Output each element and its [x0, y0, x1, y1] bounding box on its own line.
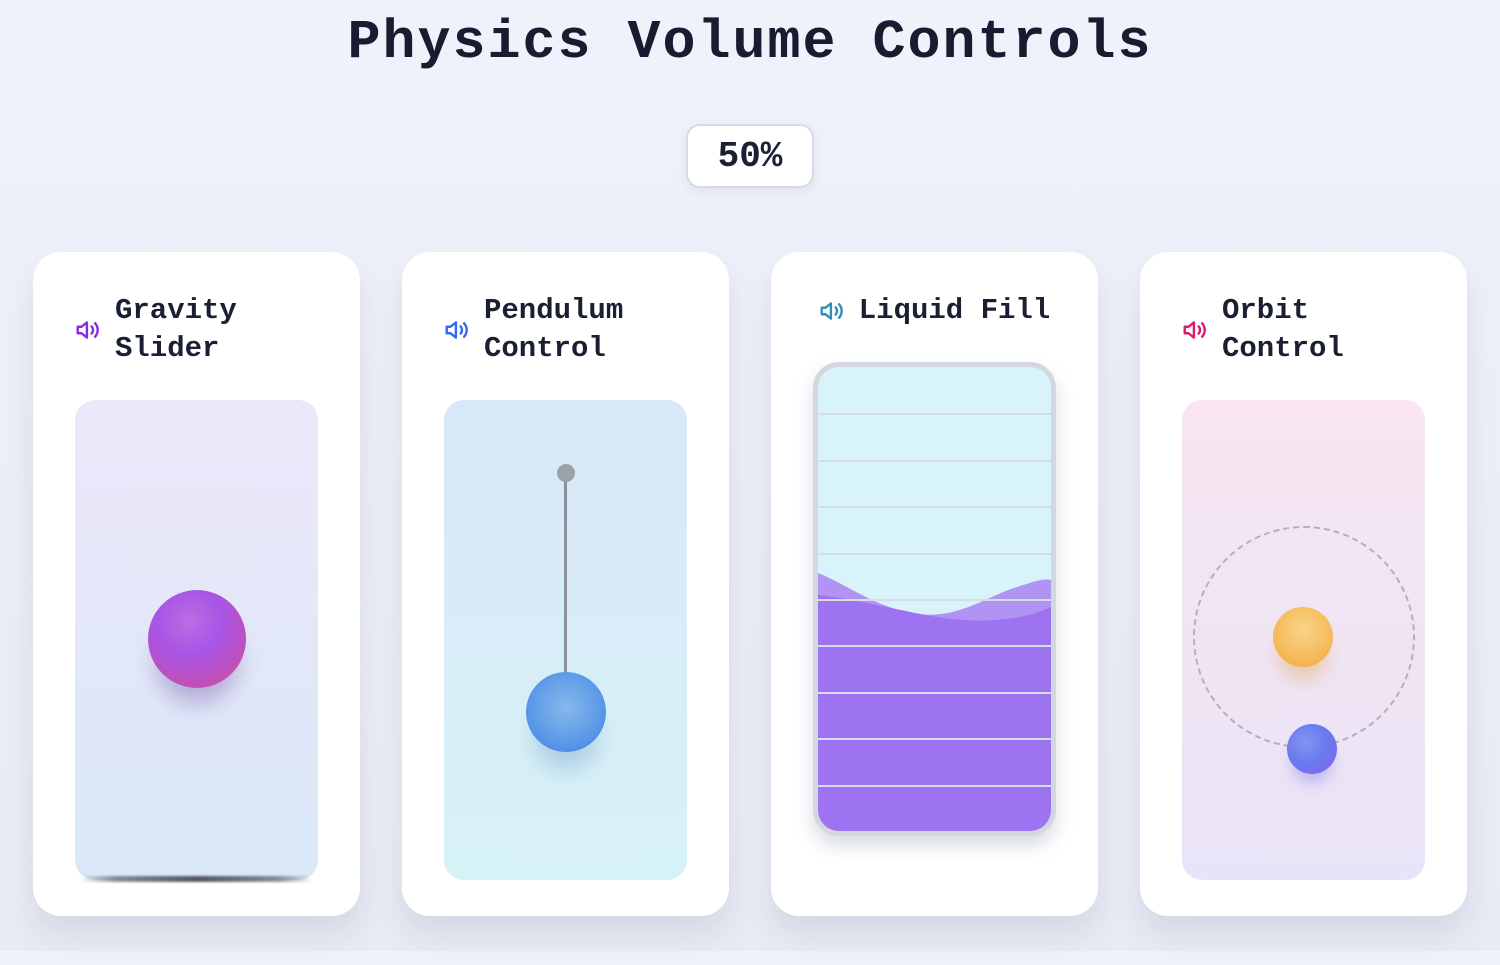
card-title: Pendulum Control — [484, 294, 624, 365]
page-title: Physics Volume Controls — [347, 11, 1153, 74]
tank-gridline — [818, 506, 1051, 509]
tank-gridline — [818, 599, 1051, 601]
card-header: Gravity Slider — [75, 292, 318, 368]
card-title: Orbit Control — [1222, 294, 1344, 365]
gravity-floor-shadow — [80, 876, 313, 882]
liquid-tank[interactable] — [813, 362, 1056, 836]
card-title: Liquid Fill — [858, 294, 1051, 327]
card-pendulum-control: Pendulum Control — [402, 252, 729, 916]
card-orbit-control: Orbit Control — [1140, 252, 1467, 916]
speaker-volume-icon — [1182, 317, 1208, 343]
speaker-volume-icon — [75, 317, 101, 343]
orbit-area[interactable] — [1182, 400, 1425, 880]
card-liquid-fill: Liquid Fill — [771, 252, 1098, 916]
tank-gridline — [818, 784, 1051, 787]
pendulum-ball-handle[interactable] — [525, 672, 606, 752]
gravity-ball-handle[interactable] — [147, 590, 246, 688]
controls-row: Gravity Slider Pendulum Control — [33, 252, 1467, 916]
volume-readout: 50% — [686, 124, 814, 188]
liquid-waves — [818, 573, 1051, 831]
tank-gridline — [818, 738, 1051, 741]
card-header: Orbit Control — [1182, 292, 1425, 368]
card-header: Pendulum Control — [444, 292, 687, 368]
volume-value: 50% — [717, 135, 783, 177]
card-header: Liquid Fill — [813, 292, 1056, 330]
orbit-planet-handle[interactable] — [1286, 724, 1337, 774]
pendulum-pivot — [556, 464, 575, 482]
gravity-slider-track[interactable] — [75, 400, 318, 882]
pendulum-area[interactable] — [444, 400, 687, 880]
tank-gridline — [818, 459, 1051, 462]
speaker-volume-icon — [444, 317, 470, 343]
tank-gridline — [818, 691, 1051, 694]
tank-gridline — [818, 645, 1051, 648]
card-title: Gravity Slider — [115, 294, 237, 365]
tank-gridline — [818, 552, 1051, 555]
liquid-wave-front — [818, 595, 1051, 831]
speaker-volume-icon — [819, 298, 845, 324]
pendulum-rod — [564, 473, 567, 713]
orbit-sun — [1272, 607, 1333, 667]
tank-gridline — [818, 413, 1051, 416]
card-gravity-slider: Gravity Slider — [33, 252, 360, 916]
